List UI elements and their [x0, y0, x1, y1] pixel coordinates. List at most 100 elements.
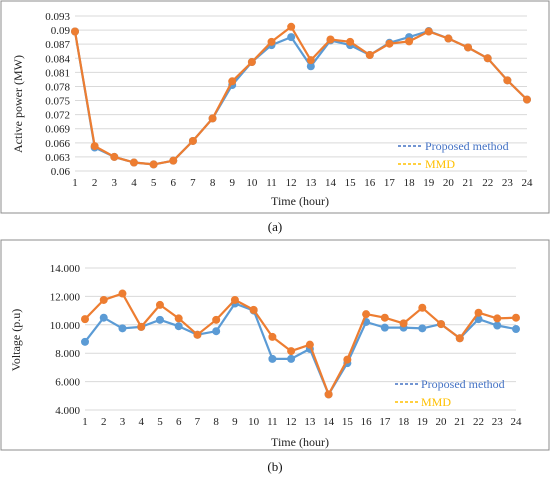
data-point-mmd — [306, 56, 315, 65]
data-point-proposed — [287, 33, 296, 42]
x-tick-label: 4 — [131, 177, 137, 189]
x-tick-label: 16 — [361, 416, 373, 428]
data-point-mmd — [493, 314, 502, 323]
data-point-proposed — [212, 327, 221, 336]
data-point-mmd — [444, 34, 453, 43]
data-point-mmd — [512, 313, 520, 322]
x-tick-label: 11 — [266, 177, 277, 189]
data-point-mmd — [305, 340, 314, 349]
y-tick-label: 0.093 — [45, 11, 70, 23]
data-point-mmd — [399, 319, 408, 328]
y-tick-label: 0.06 — [51, 166, 71, 178]
data-point-mmd — [169, 156, 178, 165]
legend-label-proposed: Proposed method — [421, 377, 505, 391]
x-tick-label: 17 — [379, 416, 391, 428]
data-point-mmd — [464, 43, 473, 52]
x-tick-labels: 1 2 3 4 5 6 7 8 9 10 11 12 13 14 15 16 17 18 19 20 21 22 23 24 — [72, 177, 533, 189]
data-point-mmd — [474, 308, 483, 317]
x-tick-label: 9 — [229, 177, 235, 189]
x-tick-label: 22 — [473, 416, 484, 428]
x-tick-label: 1 — [82, 416, 88, 428]
x-tick-label: 19 — [423, 177, 435, 189]
y-tick-label: 12.000 — [50, 291, 81, 303]
y-axis-label: Active power (MW) — [11, 55, 25, 153]
x-tick-label: 19 — [417, 416, 429, 428]
series-layer — [71, 22, 531, 169]
data-point-mmd — [267, 37, 276, 46]
x-tick-label: 1 — [72, 177, 78, 189]
data-point-mmd — [110, 152, 119, 161]
data-point-mmd — [418, 303, 427, 312]
x-tick-label: 15 — [342, 416, 354, 428]
series-layer — [81, 289, 520, 399]
x-tick-label: 2 — [101, 416, 107, 428]
x-tick-label: 21 — [463, 177, 474, 189]
data-point-mmd — [193, 330, 202, 339]
y-tick-label: 0.09 — [51, 25, 71, 37]
y-tick-label: 10.000 — [50, 320, 81, 332]
legend-label-mmd: MMD — [425, 157, 455, 171]
data-point-mmd — [118, 289, 127, 298]
x-tick-label: 10 — [246, 177, 258, 189]
data-point-proposed — [287, 354, 296, 363]
x-tick-label: 12 — [286, 177, 297, 189]
data-point-mmd — [455, 334, 464, 343]
x-tick-label: 24 — [522, 177, 534, 189]
x-tick-label: 14 — [323, 416, 335, 428]
data-point-mmd — [174, 314, 183, 323]
data-point-mmd — [129, 158, 138, 167]
x-tick-label: 15 — [345, 177, 357, 189]
y-tick-labels: 4.000 6.000 8.000 10.000 12.000 14.000 — [50, 263, 81, 417]
data-point-mmd — [287, 347, 296, 356]
y-tick-label: 0.087 — [45, 39, 70, 51]
data-point-mmd — [346, 37, 355, 46]
legend-label-mmd: MMD — [421, 395, 451, 409]
x-axis-label: Time (hour) — [271, 435, 329, 449]
x-tick-label: 3 — [112, 177, 118, 189]
chart-panel-a: 0.06 0.063 0.066 0.069 0.072 0.075 0.078 0.081 0… — [0, 0, 550, 214]
legend-label-proposed: Proposed method — [425, 139, 509, 153]
x-tick-label: 6 — [176, 416, 182, 428]
x-tick-label: 4 — [138, 416, 144, 428]
x-tick-label: 23 — [492, 416, 504, 428]
data-point-mmd — [90, 142, 99, 151]
y-tick-label: 4.000 — [55, 405, 80, 417]
data-point-mmd — [287, 22, 296, 31]
data-point-mmd — [188, 136, 197, 145]
caption-a: (a) — [268, 219, 282, 234]
x-tick-label: 3 — [120, 416, 126, 428]
data-point-mmd — [208, 114, 217, 123]
y-tick-label: 0.063 — [45, 152, 70, 164]
caption-b: (b) — [267, 459, 282, 474]
data-point-proposed — [493, 321, 502, 330]
x-tick-label: 14 — [325, 177, 337, 189]
x-axis-label: Time (hour) — [271, 194, 329, 208]
y-tick-label: 0.069 — [45, 124, 70, 136]
x-tick-label: 9 — [232, 416, 238, 428]
data-point-mmd — [268, 332, 277, 341]
data-point-mmd — [326, 35, 335, 44]
x-tick-label: 20 — [443, 177, 455, 189]
data-point-mmd — [155, 300, 164, 309]
y-tick-label: 8.000 — [55, 348, 80, 360]
x-tick-label: 12 — [286, 416, 297, 428]
data-point-mmd — [247, 58, 256, 67]
x-tick-label: 16 — [364, 177, 376, 189]
x-tick-label: 8 — [213, 416, 219, 428]
data-point-proposed — [380, 323, 389, 332]
data-point-mmd — [228, 77, 237, 86]
y-tick-label: 0.084 — [45, 53, 70, 65]
data-point-mmd — [137, 322, 146, 331]
x-tick-label: 2 — [92, 177, 98, 189]
data-point-mmd — [249, 305, 258, 314]
data-point-mmd — [483, 54, 492, 63]
data-point-proposed — [118, 324, 127, 333]
data-point-mmd — [71, 27, 79, 36]
data-point-mmd — [362, 310, 371, 319]
data-point-proposed — [155, 315, 164, 324]
legend: Proposed method MMD — [398, 139, 509, 171]
data-point-proposed — [512, 325, 520, 334]
y-axis-label: Voltage (p.u) — [9, 309, 23, 371]
